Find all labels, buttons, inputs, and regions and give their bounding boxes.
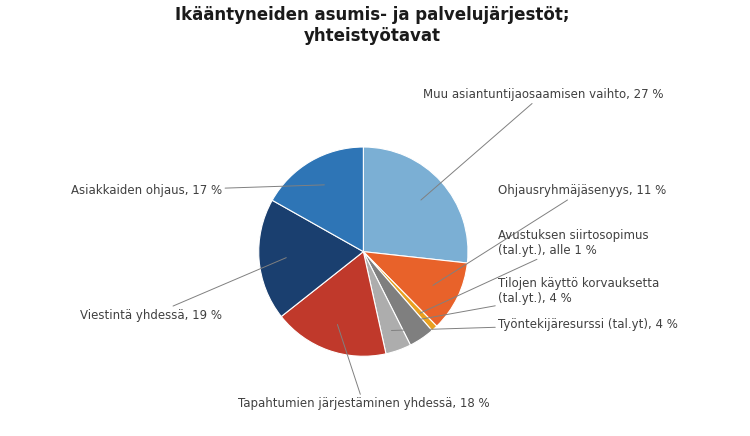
Text: Muu asiantuntijaosaamisen vaihto, 27 %: Muu asiantuntijaosaamisen vaihto, 27 %	[421, 88, 663, 200]
Text: Ohjausryhmäjäsenyys, 11 %: Ohjausryhmäjäsenyys, 11 %	[433, 184, 666, 285]
Wedge shape	[363, 252, 432, 345]
Text: Työntekijäresurssi (tal.yt), 4 %: Työntekijäresurssi (tal.yt), 4 %	[392, 318, 678, 331]
Wedge shape	[259, 200, 363, 317]
Text: Tapahtumien järjestäminen yhdessä, 18 %: Tapahtumien järjestäminen yhdessä, 18 %	[238, 324, 489, 410]
Wedge shape	[281, 252, 386, 356]
Text: Viestintä yhdessä, 19 %: Viestintä yhdessä, 19 %	[80, 258, 286, 322]
Wedge shape	[363, 252, 436, 330]
Wedge shape	[363, 147, 468, 263]
Text: Tilojen käyttö korvauksetta
(tal.yt.), 4 %: Tilojen käyttö korvauksetta (tal.yt.), 4…	[410, 277, 659, 321]
Wedge shape	[272, 147, 363, 252]
Wedge shape	[363, 252, 467, 326]
Title: Ikääntyneiden asumis- ja palvelujärjestöt;
yhteistyötavat: Ikääntyneiden asumis- ja palvelujärjestö…	[176, 7, 570, 45]
Wedge shape	[363, 252, 410, 354]
Text: Avustuksen siirtosopimus
(tal.yt.), alle 1 %: Avustuksen siirtosopimus (tal.yt.), alle…	[420, 228, 649, 313]
Text: Asiakkaiden ohjaus, 17 %: Asiakkaiden ohjaus, 17 %	[71, 184, 324, 197]
